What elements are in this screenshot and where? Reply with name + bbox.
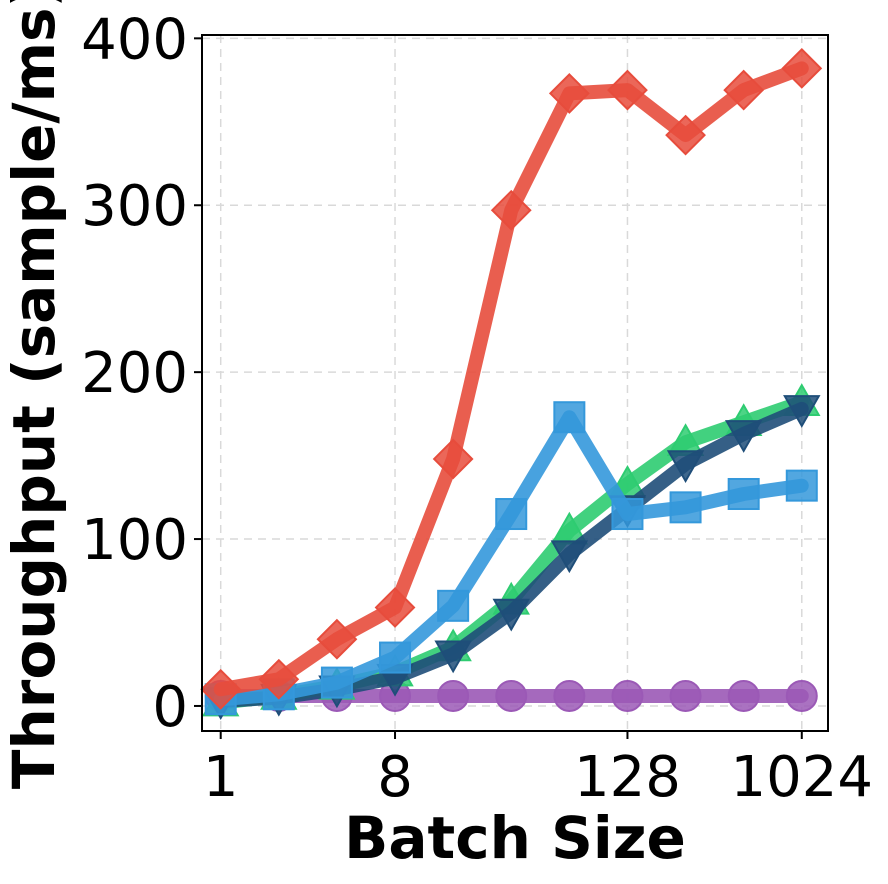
- triangle-down-marker: [724, 420, 763, 453]
- grid-layer: [202, 35, 828, 731]
- square-marker: [379, 641, 412, 674]
- series-square: [204, 401, 818, 716]
- diamond-marker: [665, 114, 706, 156]
- x-tick-label: 8: [377, 745, 413, 810]
- square-marker: [495, 498, 528, 531]
- diamond-marker: [200, 668, 242, 710]
- diamond-marker: [258, 658, 300, 700]
- triangle-down-marker: [550, 540, 589, 574]
- diamond-marker: [781, 47, 823, 89]
- square-marker: [669, 491, 702, 524]
- square-marker: [320, 666, 353, 699]
- square-marker: [437, 589, 470, 622]
- y-tick-label: 100: [81, 508, 188, 573]
- square-marker: [785, 469, 818, 502]
- y-tick-label: 300: [81, 174, 188, 239]
- square-marker: [611, 498, 644, 531]
- circle-marker: [437, 679, 470, 712]
- circle-marker: [669, 679, 702, 712]
- diamond-marker: [432, 438, 474, 480]
- y-tick-label: 200: [81, 341, 188, 406]
- x-axis-title: Batch Size: [344, 804, 686, 872]
- x-tick-label: 128: [574, 745, 681, 810]
- diamond-marker: [607, 69, 648, 111]
- square-marker: [727, 477, 760, 510]
- triangle-down-marker: [492, 598, 530, 632]
- y-axis-title: Throughput (sample/ms): [0, 0, 68, 789]
- axis-layer: 1 8 128 1024 0 100 200 300 400: [81, 7, 873, 810]
- circle-marker: [611, 679, 644, 712]
- triangle-down-marker: [666, 450, 705, 483]
- y-tick-label: 0: [152, 675, 188, 740]
- triangle-down-marker: [783, 395, 821, 428]
- series-diamond: [200, 47, 823, 710]
- circle-marker: [785, 679, 818, 712]
- diamond-marker: [548, 73, 590, 114]
- triangle-down-marker: [434, 640, 472, 674]
- diamond-marker: [374, 587, 416, 628]
- series-layer: [200, 47, 823, 720]
- x-tick-label: 1: [203, 745, 239, 810]
- diamond-marker: [723, 69, 765, 111]
- circle-marker: [727, 679, 760, 712]
- x-tick-label: 1024: [731, 745, 874, 810]
- y-tick-label: 400: [81, 7, 188, 72]
- diamond-marker: [316, 618, 358, 660]
- circle-marker: [495, 679, 528, 712]
- circle-marker: [553, 679, 586, 712]
- plot-frame: [201, 34, 829, 732]
- square-marker: [553, 401, 586, 434]
- diamond-marker: [490, 189, 532, 231]
